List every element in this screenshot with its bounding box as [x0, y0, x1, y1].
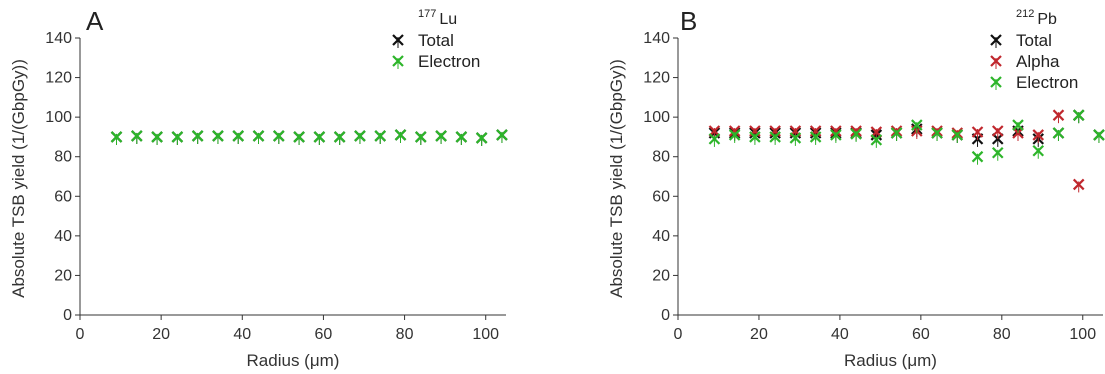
- panel-a-legend-title: 177 Lu: [418, 8, 457, 28]
- panel-a-y-tick-label: 120: [45, 70, 72, 87]
- panel-a-legend-marker-total: [392, 34, 404, 48]
- panel-a-point-electron: [131, 130, 143, 144]
- panel-a-y-tick-label: 40: [54, 228, 72, 245]
- panel-b-point-electron: [1032, 145, 1045, 159]
- panel-b-point-alpha: [991, 125, 1004, 139]
- panel-b-point-electron: [809, 131, 822, 145]
- panel-b-point-electron: [911, 119, 923, 134]
- panel-b-point-electron: [991, 146, 1004, 161]
- panel-b-point-electron: [931, 127, 943, 141]
- panel-a-point-electron: [354, 130, 366, 144]
- panel-a-point-electron: [232, 130, 245, 144]
- panel-b-legend-label-total: Total: [1016, 31, 1052, 50]
- panel-b-point-alpha: [1072, 178, 1085, 193]
- panel-a-plot: 0 20 40 60 80 100 120 140 0 20 40 60 80 100 Radius (μm…: [9, 6, 508, 370]
- panel-b-letter: B: [680, 6, 697, 36]
- panel-a-point-electron: [273, 130, 285, 144]
- panel-b-legend-title-sup: 212: [1016, 8, 1034, 20]
- panel-b-y-tick-label: 40: [652, 228, 670, 245]
- panel-a-x-tick-label: 20: [152, 326, 170, 343]
- panel-b-legend-marker-electron: [990, 76, 1002, 90]
- panel-a-x-tick-label: 0: [76, 326, 85, 343]
- panel-b-y-tick-label: 20: [652, 267, 670, 284]
- panel-b-legend-title: 212 Pb: [1016, 8, 1057, 28]
- panel-a-legend-title-base: Lu: [439, 11, 457, 28]
- panel-a-y-tick-label: 140: [45, 30, 72, 47]
- panel-b-point-electron: [1012, 119, 1024, 134]
- panel-b-x-tick-label: 0: [674, 326, 683, 343]
- panel-b-point-electron: [830, 129, 842, 143]
- panel-a-point-electron: [333, 131, 346, 145]
- panel-a-y-tick-label: 20: [54, 267, 72, 284]
- panel-b-legend-marker-alpha: [990, 55, 1002, 69]
- panel-b-y-axis-label: Absolute TSB yield (1/(GbpGy)): [607, 59, 626, 298]
- panel-a-point-electron: [374, 130, 387, 144]
- panel-a-point-electron: [394, 129, 407, 143]
- panel-b-legend-title-base: Pb: [1037, 11, 1057, 28]
- panel-b-point-alpha: [1052, 109, 1065, 124]
- panel-b-x-axis-label: Radius (μm): [844, 351, 937, 370]
- panel-b-point-electron: [789, 132, 802, 146]
- panel-a-point-electron: [435, 130, 447, 144]
- panel-b-y-tick-label: 120: [643, 70, 670, 87]
- panel-b-y-tick-label: 60: [652, 188, 670, 205]
- panel-a-point-electron: [252, 130, 265, 144]
- panel-a-legend-title-sup: 177: [418, 8, 436, 20]
- panel-a-letter: A: [86, 6, 104, 36]
- panel-b-point-electron: [870, 134, 883, 148]
- panel-b-x-tick-label: 60: [912, 326, 930, 343]
- panel-a-point-electron: [293, 131, 305, 145]
- panel-a-point-electron: [455, 131, 468, 145]
- panel-a-x-tick-label: 40: [233, 326, 251, 343]
- panel-b-point-alpha: [1032, 129, 1045, 143]
- panel-b-point-electron: [749, 131, 761, 145]
- panel-a-y-tick-label: 60: [54, 188, 72, 205]
- panel-a-point-electron: [191, 130, 204, 144]
- panel-a-point-electron: [475, 132, 488, 146]
- panel-a-x-tick-label: 60: [315, 326, 333, 343]
- panel-a-y-tick-label: 0: [63, 307, 72, 324]
- panel-a-x-tick-label: 100: [472, 326, 499, 343]
- panel-b-point-electron: [769, 131, 781, 145]
- panel-b-point-electron: [708, 133, 721, 147]
- panel-b-point-electron: [1052, 127, 1065, 141]
- panel-b-plot: 0 20 40 60 80 100 120 140 0 20 40 60 80 100 Radius (μm…: [607, 6, 1105, 370]
- panel-b-legend-label-alpha: Alpha: [1016, 52, 1060, 71]
- panel-b-x-tick-label: 100: [1069, 326, 1096, 343]
- panel-a-y-tick-label: 80: [54, 149, 72, 166]
- panel-b-point-electron: [951, 129, 964, 143]
- panel-b-x-tick-label: 80: [993, 326, 1011, 343]
- panel-b-y-tick-label: 140: [643, 30, 670, 47]
- panel-b-point-electron: [890, 127, 903, 141]
- panel-a-point-electron: [496, 129, 508, 143]
- panel-b-point-electron: [1093, 129, 1105, 143]
- panel-b-point-electron: [728, 129, 741, 143]
- panel-b-x-tick-label: 20: [750, 326, 768, 343]
- panel-a-x-axis-label: Radius (μm): [247, 351, 340, 370]
- panel-b-point-electron: [850, 128, 862, 142]
- panel-a-x-tick-label: 80: [396, 326, 414, 343]
- panel-b-y-tick-label: 80: [652, 149, 670, 166]
- panel-a-y-tick-label: 100: [45, 109, 72, 126]
- panel-a-point-electron: [313, 131, 326, 145]
- panel-b-y-tick-label: 0: [661, 307, 670, 324]
- panel-b-legend-label-electron: Electron: [1016, 73, 1078, 92]
- panel-a-point-electron: [212, 130, 224, 144]
- panel-a-legend-marker-electron: [392, 55, 404, 69]
- panel-b-x-tick-label: 40: [831, 326, 849, 343]
- panel-b-legend-marker-total: [990, 34, 1002, 48]
- panel-a-point-electron: [151, 131, 163, 145]
- panel-a-point-electron: [415, 131, 427, 145]
- panel-a-legend-label-total: Total: [418, 31, 454, 50]
- panel-b-point-electron: [1072, 109, 1085, 124]
- panel-a-y-axis-label: Absolute TSB yield (1/(GbpGy)): [9, 59, 28, 298]
- panel-b-y-tick-label: 100: [643, 109, 670, 126]
- panel-a-legend-label-electron: Electron: [418, 52, 480, 71]
- panel-b-point-alpha: [971, 126, 984, 140]
- panel-b-point-electron: [971, 150, 984, 165]
- panel-a-point-electron: [110, 131, 123, 145]
- panel-a-point-electron: [171, 131, 184, 145]
